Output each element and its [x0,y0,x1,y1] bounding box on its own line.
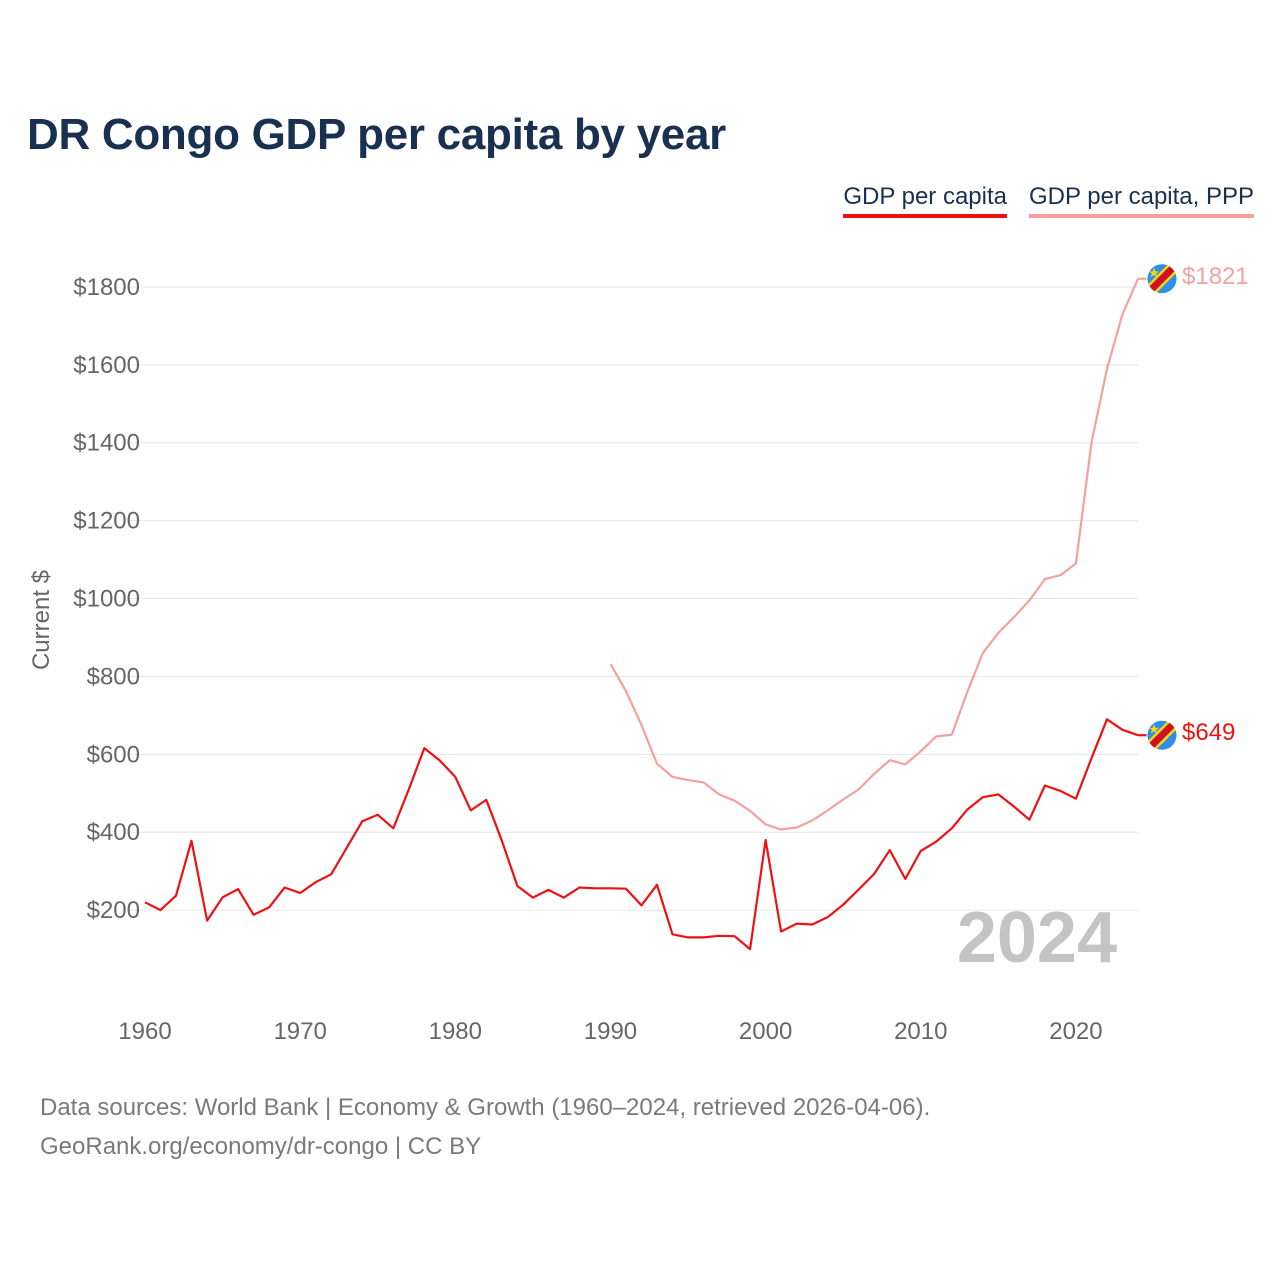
page-title: DR Congo GDP per capita by year [27,110,726,159]
x-tick-label: 2000 [739,1018,792,1045]
x-tick-label: 1980 [429,1018,482,1045]
x-axis-ticks: 1960 1970 1980 1990 2000 2010 2020 [118,1018,1102,1045]
footer-sources: Data sources: World Bank | Economy & Gro… [40,1094,931,1121]
y-axis-ticks: $200 $400 $600 $800 $1000 $1200 $1400 $1600 $180… [73,274,140,924]
x-tick-label: 2010 [894,1018,947,1045]
y-tick-label: $200 [87,897,140,924]
y-tick-label: $800 [87,663,140,690]
year-watermark: 2024 [957,898,1117,978]
end-markers: $649 $1821 [1146,263,1249,751]
y-tick-label: $1000 [73,586,140,613]
series-lines [144,277,1147,951]
series-end-label-1: $1821 [1182,263,1249,290]
y-tick-label: $1600 [73,352,140,379]
legend-gdp-per-capita[interactable]: GDP per capita [843,183,1007,218]
y-tick-label: $1800 [73,274,140,301]
chart-legend: GDP per capita GDP per capita, PPP [843,183,1254,218]
x-tick-label: 1990 [584,1018,637,1045]
series-end-label-0: $649 [1182,719,1235,746]
legend-gdp-per-capita-ppp[interactable]: GDP per capita, PPP [1029,183,1254,218]
dr-congo-flag-icon [1146,719,1178,751]
series-line-1 [609,278,1140,831]
x-tick-label: 1960 [118,1018,171,1045]
grid-lines [128,286,1138,911]
y-tick-label: $1400 [73,430,140,457]
footer: Data sources: World Bank | Economy & Gro… [40,1088,930,1166]
y-tick-label: $600 [87,741,140,768]
x-tick-label: 1970 [273,1018,326,1045]
y-tick-label: $1200 [73,508,140,535]
dr-congo-flag-icon [1146,263,1178,295]
y-tick-label: $400 [87,819,140,846]
series-line-0 [144,718,1139,951]
x-tick-label: 2020 [1049,1018,1102,1045]
footer-link[interactable]: GeoRank.org/economy/dr-congo | CC BY [40,1133,482,1160]
